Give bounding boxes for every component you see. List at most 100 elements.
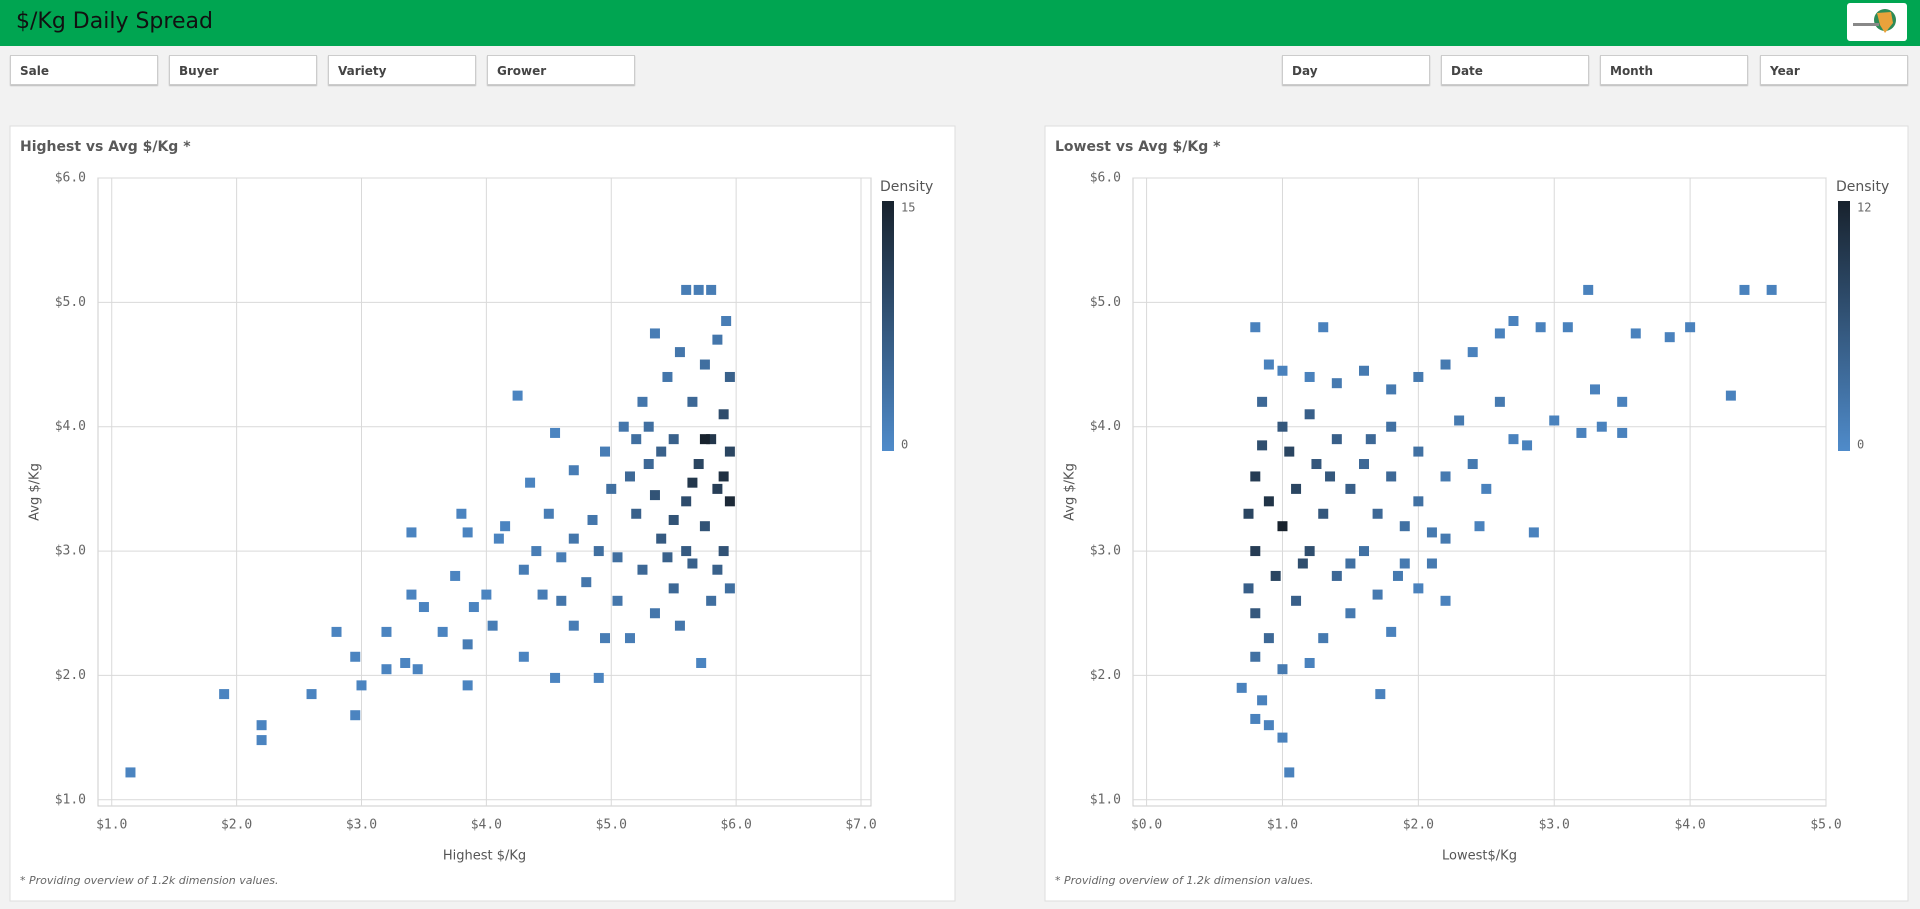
density-cell — [1318, 633, 1329, 644]
density-cell — [487, 620, 498, 631]
density-cell — [1243, 508, 1254, 519]
density-cell — [556, 595, 567, 606]
density-cell — [687, 558, 698, 569]
density-cell — [468, 602, 479, 613]
density-cell — [219, 689, 230, 700]
density-cell — [1583, 284, 1594, 295]
density-cell — [706, 284, 717, 295]
logo — [1847, 3, 1907, 41]
filter[interactable]: Year — [1760, 55, 1908, 85]
y-tick-label: $2.0 — [1090, 668, 1121, 683]
panel — [1044, 125, 1909, 902]
density-cell — [1250, 713, 1261, 724]
density-cell — [587, 514, 598, 525]
density-cell — [1297, 558, 1308, 569]
legend-title: Density — [880, 179, 933, 195]
header: $/Kg Daily Spread — [0, 0, 1920, 46]
chart-title: Highest vs Avg $/Kg * — [20, 139, 191, 155]
density-cell — [721, 316, 732, 327]
filter[interactable]: Buyer — [169, 55, 317, 85]
density-cell — [681, 496, 692, 507]
density-cell — [1440, 533, 1451, 544]
density-cell — [706, 595, 717, 606]
density-cell — [668, 434, 679, 445]
density-cell — [1331, 378, 1342, 389]
density-cell — [1399, 521, 1410, 532]
x-tick-label: $2.0 — [1403, 818, 1434, 833]
y-tick-label: $3.0 — [1090, 544, 1121, 559]
x-tick-label: $4.0 — [471, 818, 502, 833]
density-cell — [462, 639, 473, 650]
density-cell — [1372, 508, 1383, 519]
density-cell — [518, 651, 529, 662]
density-cell — [1291, 483, 1302, 494]
density-cell — [381, 626, 392, 637]
density-cell — [1440, 471, 1451, 482]
chart-title: Lowest vs Avg $/Kg * — [1055, 139, 1221, 155]
density-cell — [525, 477, 536, 488]
density-cell — [696, 657, 707, 668]
density-cell — [674, 620, 685, 631]
y-tick-label: $4.0 — [55, 419, 86, 434]
filter[interactable]: Day — [1282, 55, 1430, 85]
density-cell — [1766, 284, 1777, 295]
density-cell — [1386, 421, 1397, 432]
density-cell — [1481, 483, 1492, 494]
density-cell — [1685, 322, 1696, 333]
density-cell — [381, 664, 392, 675]
density-cell — [1257, 440, 1268, 451]
y-tick-label: $5.0 — [1090, 295, 1121, 310]
density-cell — [631, 434, 642, 445]
density-cell — [1304, 546, 1315, 557]
density-cell — [518, 564, 529, 575]
density-cell — [1325, 471, 1336, 482]
density-cell — [1250, 651, 1261, 662]
density-cell — [256, 735, 267, 746]
page-title: $/Kg Daily Spread — [16, 9, 213, 34]
density-cell — [718, 409, 729, 420]
density-cell — [1386, 626, 1397, 637]
density-cell — [600, 633, 611, 644]
filter[interactable]: Grower — [487, 55, 635, 85]
density-cell — [637, 396, 648, 407]
density-cell — [1236, 682, 1247, 693]
x-tick-label: $3.0 — [346, 818, 377, 833]
density-cell — [1318, 508, 1329, 519]
density-cell — [531, 546, 542, 557]
panel — [9, 125, 956, 902]
density-cell — [581, 577, 592, 588]
legend-max: 15 — [901, 201, 915, 215]
density-cell — [699, 359, 710, 370]
logo-icon — [1853, 9, 1896, 33]
density-cell — [593, 672, 604, 683]
density-cell — [1331, 434, 1342, 445]
density-cell — [512, 390, 523, 401]
density-cell — [600, 446, 611, 457]
density-cell — [612, 595, 623, 606]
filter[interactable]: Variety — [328, 55, 476, 85]
density-cell — [550, 427, 561, 438]
y-tick-label: $6.0 — [1090, 171, 1121, 186]
filter[interactable]: Sale — [10, 55, 158, 85]
x-tick-label: $1.0 — [96, 818, 127, 833]
y-tick-label: $3.0 — [55, 544, 86, 559]
density-cell — [1528, 527, 1539, 538]
density-cell — [1277, 732, 1288, 743]
density-cell — [699, 434, 710, 445]
density-cell — [1413, 496, 1424, 507]
density-cell — [406, 589, 417, 600]
density-cell — [718, 546, 729, 557]
density-cell — [1562, 322, 1573, 333]
density-cell — [1467, 347, 1478, 358]
density-cell — [1535, 322, 1546, 333]
filter[interactable]: Month — [1600, 55, 1748, 85]
density-cell — [1250, 608, 1261, 619]
density-cell — [418, 602, 429, 613]
density-cell — [656, 533, 667, 544]
density-cell — [1291, 595, 1302, 606]
density-cell — [1630, 328, 1641, 339]
filter[interactable]: Date — [1441, 55, 1589, 85]
density-cell — [643, 421, 654, 432]
density-cell — [406, 527, 417, 538]
